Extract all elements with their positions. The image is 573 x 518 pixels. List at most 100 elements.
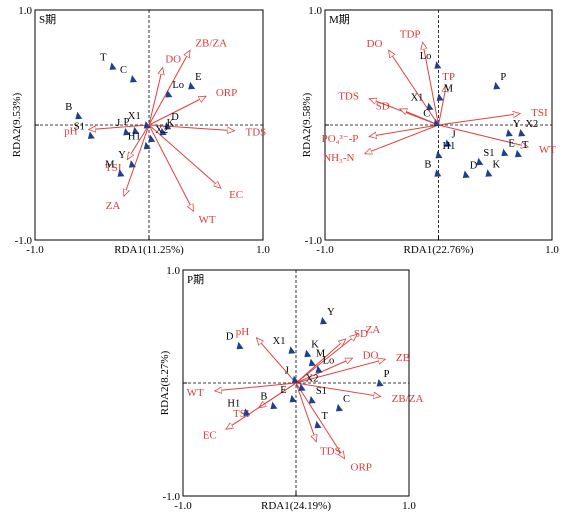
site-label-c: C	[423, 109, 430, 120]
site-marker-p	[493, 81, 501, 90]
y-tick-label: -1.0	[15, 235, 33, 247]
site-marker-k	[159, 127, 167, 136]
env-vector-tds	[295, 382, 316, 442]
env-vector-orp	[148, 95, 206, 126]
site-label-s1: S1	[483, 148, 494, 159]
panel-1: -1.0 1.0 1.0 -1.0 RDA1(11.25%) RDA2(9.53%) S期 Z…	[11, 5, 270, 256]
env-label-tds: TDS	[245, 126, 266, 138]
env-label-za: ZA	[106, 200, 121, 212]
site-label-d: D	[226, 332, 234, 343]
site-label-h1: H1	[443, 141, 456, 152]
site-marker-y	[128, 160, 136, 168]
site-label-p: P	[384, 369, 390, 380]
site-label-x1: X1	[128, 111, 141, 122]
y-axis-title: RDA2(9.53%)	[11, 92, 23, 157]
site-marker-d	[236, 341, 244, 350]
site-label-j: J	[452, 129, 456, 140]
site-marker-b	[270, 401, 278, 410]
env-label-zb-za: ZB/ZA	[195, 37, 227, 49]
env-vector-tp	[438, 85, 447, 126]
site-label-j: J	[116, 118, 120, 129]
site-marker-j	[123, 127, 131, 136]
site-marker-y	[320, 316, 328, 325]
env-vector-tsi	[127, 124, 150, 160]
site-marker-c	[335, 403, 343, 412]
site-marker-k	[485, 169, 493, 177]
env-vector-orp	[295, 382, 345, 459]
env-label-nh-n: NH₃-N	[323, 152, 354, 164]
site-marker-d	[164, 122, 172, 130]
site-label-s1: S1	[74, 121, 85, 132]
site-label-lo: Lo	[420, 51, 432, 62]
site-marker-d	[462, 170, 470, 178]
site-marker-m	[436, 93, 444, 101]
env-label-wt: WT	[539, 144, 556, 156]
site-marker-e	[501, 148, 509, 157]
y-tick-label: -1.0	[305, 235, 323, 247]
site-marker-p	[132, 126, 140, 135]
env-label-tp: TP	[442, 71, 455, 83]
env-vector-zb-za	[148, 50, 190, 126]
site-marker-lo	[315, 365, 323, 373]
env-vector-do	[389, 50, 439, 126]
site-marker-s1	[476, 157, 484, 166]
env-label-ec: EC	[229, 189, 243, 201]
env-label-ph: pH	[64, 125, 78, 137]
site-marker-j	[444, 139, 452, 147]
site-marker-t	[314, 420, 322, 429]
x-axis-title: RDA1(11.25%)	[114, 244, 184, 256]
site-label-lo: Lo	[172, 80, 184, 91]
site-marker-x1	[143, 121, 151, 129]
site-label-s1: S1	[316, 386, 327, 397]
env-vector-wt	[438, 124, 529, 147]
site-marker-t	[514, 149, 522, 158]
y-tick-label: -1.0	[163, 491, 181, 503]
site-label-t: T	[321, 411, 328, 422]
env-label-sd: SD	[376, 100, 390, 112]
site-label-b: B	[424, 159, 431, 170]
site-label-t: T	[100, 52, 107, 63]
env-vector-za	[295, 334, 357, 384]
site-label-x1: X1	[411, 93, 424, 104]
env-label-ec: EC	[203, 429, 217, 441]
site-label-h1: H1	[227, 398, 240, 409]
site-label-k: K	[492, 159, 500, 170]
site-label-d: D	[470, 160, 478, 171]
y-axis-title: RDA2(8.27%)	[159, 350, 171, 415]
site-label-k: K	[167, 118, 175, 129]
env-label-ph: pH	[236, 326, 250, 338]
env-vector-tds	[148, 124, 235, 131]
site-label-t: T	[522, 140, 529, 151]
site-marker-x2	[518, 129, 526, 137]
site-label-e: E	[508, 139, 514, 150]
site-marker-t	[109, 62, 117, 70]
site-label-b: B	[260, 392, 267, 403]
site-label-k: K	[311, 340, 319, 351]
site-label-y: Y	[118, 150, 126, 161]
x-tick-label: 1.0	[545, 244, 559, 256]
site-label-h1: H1	[128, 132, 141, 143]
panel-label: P期	[187, 273, 204, 286]
site-marker-s1	[308, 395, 316, 404]
site-label-x1: X1	[273, 336, 286, 347]
env-vector-nh-n	[365, 124, 439, 154]
panel-label: M期	[329, 13, 350, 26]
env-label-tsi: TSI	[105, 162, 122, 174]
panel-label: S期	[39, 13, 56, 26]
site-label-d: D	[171, 112, 179, 123]
site-marker-x1	[288, 346, 296, 354]
env-label-tds: TDS	[320, 445, 341, 457]
site-label-j: J	[285, 366, 289, 377]
site-marker-h1	[435, 150, 443, 159]
x-tick-label: -1.0	[26, 244, 44, 256]
site-label-m: M	[316, 349, 326, 360]
site-marker-b	[75, 111, 83, 120]
site-label-lo: Lo	[323, 355, 335, 366]
site-marker-k	[304, 349, 312, 358]
x-tick-label: -1.0	[316, 244, 334, 256]
env-label-tdp: TDP	[400, 28, 421, 40]
site-marker-lo	[165, 89, 173, 98]
env-label-do: DO	[165, 54, 181, 66]
x-axis-title: RDA1(22.76%)	[404, 244, 474, 256]
env-vector-zb-za	[295, 382, 381, 397]
